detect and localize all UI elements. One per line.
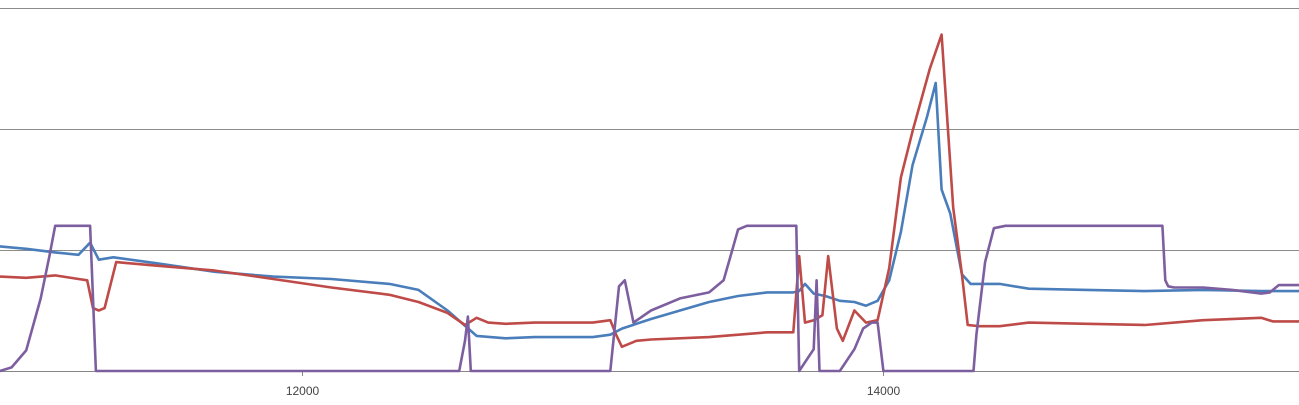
- x-tick-label: 12000: [286, 384, 320, 398]
- series-lines: [0, 33, 1299, 373]
- x-axis: 12000 14000: [286, 371, 901, 398]
- gridlines: [0, 8, 1299, 372]
- series-line-3: [0, 224, 1299, 373]
- series-line-2: [0, 33, 1299, 349]
- x-tick-label: 14000: [867, 384, 901, 398]
- series-line-1: [0, 81, 1299, 340]
